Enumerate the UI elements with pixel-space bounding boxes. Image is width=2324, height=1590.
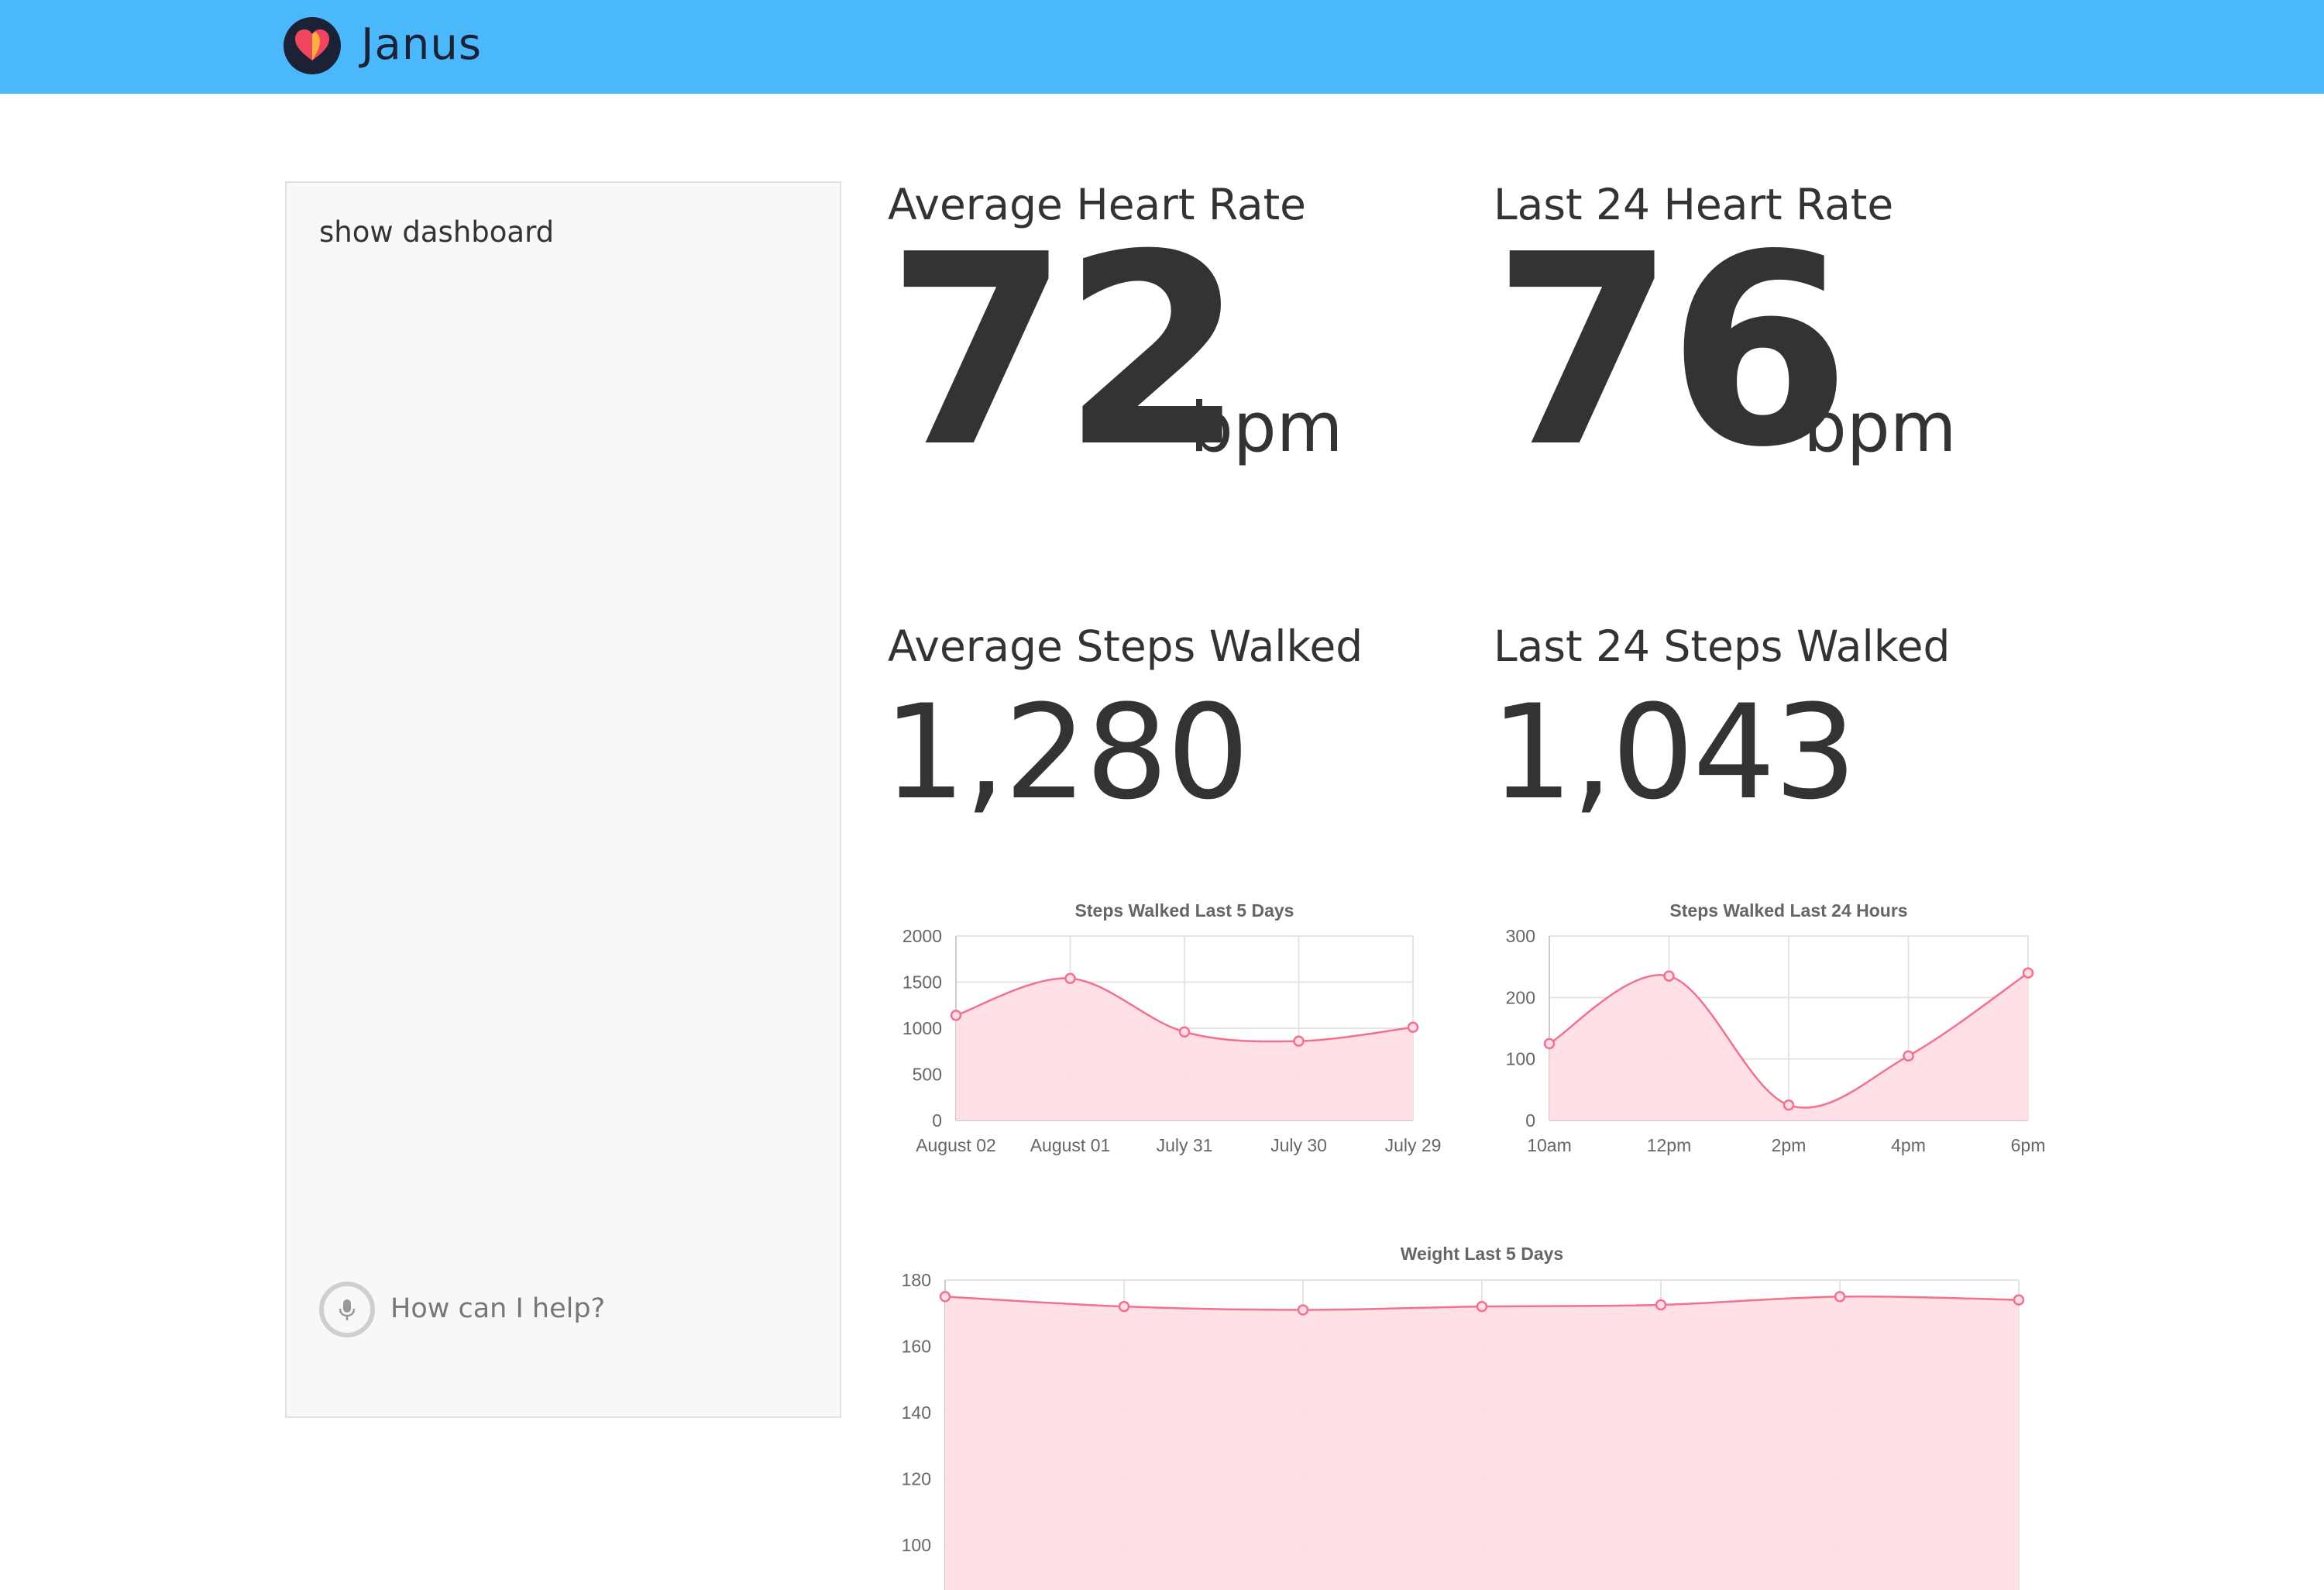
data-point	[1543, 1038, 1556, 1050]
x-tick-label: July 30	[1270, 1135, 1327, 1155]
top-bar: Janus	[0, 0, 2324, 94]
weight-5-days-chart: Weight Last 5 Days80100120140160180	[902, 1244, 2025, 1590]
data-point	[939, 1291, 951, 1303]
y-tick-label: 2000	[902, 926, 942, 946]
data-point	[1178, 1026, 1191, 1038]
chart-title: Weight Last 5 Days	[1401, 1244, 1563, 1264]
x-tick-label: August 01	[1030, 1135, 1111, 1155]
y-tick-label: 300	[1506, 926, 1535, 946]
x-tick-label: 12pm	[1647, 1135, 1692, 1155]
steps-24-hours-chart: Steps Walked Last 24 Hours 0 100 200 300 10am…	[1506, 900, 2046, 1155]
data-point	[1655, 1299, 1667, 1311]
avg-heart-rate-title: Average Heart Rate	[888, 180, 1307, 229]
microphone-icon	[339, 1299, 356, 1320]
series-area	[956, 978, 1413, 1120]
y-tick-label: 120	[902, 1468, 931, 1488]
x-tick-label: 4pm	[1891, 1135, 1926, 1155]
microphone-button[interactable]	[319, 1282, 375, 1337]
help-prompt: How can I help?	[390, 1293, 606, 1324]
app-title: Janus	[361, 19, 482, 70]
y-tick-label: 1000	[902, 1018, 942, 1038]
y-tick-label: 500	[913, 1065, 942, 1085]
x-tick-label: 10am	[1527, 1135, 1572, 1155]
data-point	[950, 1010, 962, 1021]
data-point	[2013, 1294, 2025, 1306]
command-text: show dashboard	[319, 215, 555, 249]
data-point	[1297, 1304, 1309, 1316]
y-tick-label: 100	[1506, 1049, 1535, 1069]
last-steps-value: 1,043	[1490, 676, 1857, 828]
last-steps-title: Last 24 Steps Walked	[1494, 621, 1951, 671]
chart-title: Steps Walked Last 24 Hours	[1669, 900, 1907, 921]
y-tick-label: 180	[902, 1270, 931, 1290]
steps-5-days-chart: Steps Walked Last 5 Days 0 500 1000 1500 2000…	[902, 900, 1442, 1155]
data-point	[1834, 1291, 1846, 1303]
last-heart-rate-unit: bpm	[1803, 387, 1957, 467]
data-point	[2022, 967, 2034, 979]
y-tick-label: 200	[1506, 987, 1535, 1007]
data-point	[1903, 1050, 1914, 1062]
series-area	[945, 1296, 2019, 1590]
y-tick-label: 0	[1525, 1110, 1535, 1131]
data-point	[1293, 1035, 1305, 1047]
data-point	[1663, 970, 1675, 982]
y-tick-label: 0	[932, 1110, 942, 1131]
y-tick-label: 140	[902, 1402, 931, 1423]
last-heart-rate-title: Last 24 Heart Rate	[1494, 180, 1894, 229]
data-point	[1407, 1021, 1419, 1034]
data-point	[1476, 1300, 1488, 1313]
heart-logo-icon	[284, 17, 341, 74]
avg-steps-value: 1,280	[883, 676, 1250, 828]
x-tick-label: 6pm	[2011, 1135, 2046, 1155]
series-area	[1549, 972, 2028, 1120]
data-point	[1783, 1099, 1795, 1111]
avg-heart-rate-value: 72	[886, 198, 1245, 505]
y-tick-label: 100	[902, 1535, 931, 1555]
data-point	[1064, 972, 1076, 984]
last-heart-rate-value: 76	[1492, 198, 1851, 505]
assistant-panel: show dashboard How can I help?	[285, 181, 841, 1418]
avg-steps-title: Average Steps Walked	[888, 621, 1363, 671]
y-tick-label: 160	[902, 1336, 931, 1356]
avg-heart-rate-unit: bpm	[1190, 387, 1343, 467]
x-tick-label: July 29	[1385, 1135, 1442, 1155]
x-tick-label: August 02	[916, 1135, 996, 1155]
x-tick-label: July 31	[1157, 1135, 1213, 1155]
chart-title: Steps Walked Last 5 Days	[1075, 900, 1294, 921]
x-tick-label: 2pm	[1772, 1135, 1807, 1155]
data-point	[1118, 1300, 1130, 1313]
y-tick-label: 1500	[902, 972, 942, 993]
